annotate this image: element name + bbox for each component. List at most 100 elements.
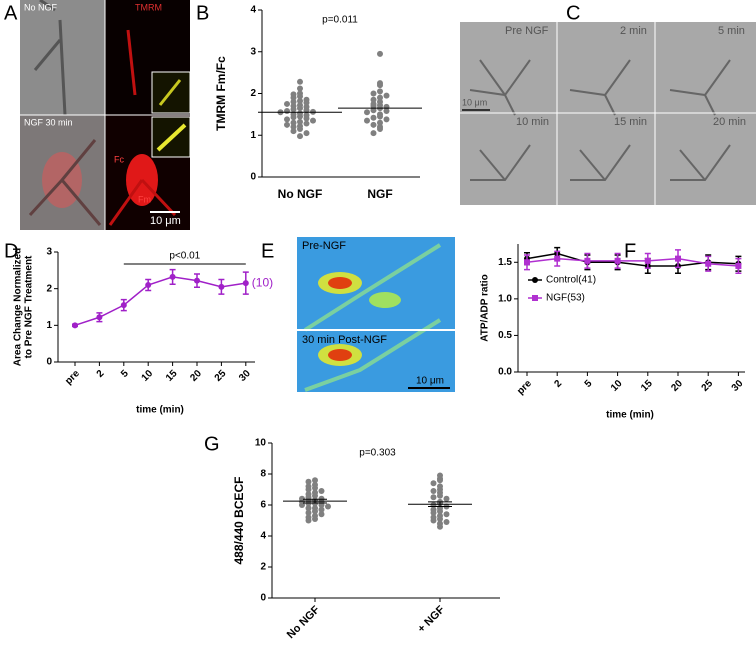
data-point — [310, 117, 316, 124]
image-label: Pre-NGF — [302, 240, 346, 252]
data-point — [430, 494, 437, 501]
y-tick-label: 4 — [260, 531, 266, 542]
data-point — [303, 99, 310, 106]
marker — [120, 302, 127, 309]
data-point — [290, 94, 297, 101]
x-tick-label: 2 — [95, 368, 107, 380]
data-point — [364, 117, 370, 124]
data-point — [377, 94, 383, 101]
data-point — [297, 125, 303, 132]
x-tick-label: 30 — [237, 368, 253, 384]
data-point — [430, 488, 437, 495]
x-tick-label: 10 — [609, 378, 625, 394]
annotation: p<0.01 — [169, 251, 200, 262]
data-point — [305, 486, 312, 493]
marker — [644, 257, 651, 264]
scale-label: 10 μm — [462, 97, 487, 107]
frame-label: 20 min — [713, 116, 746, 128]
data-point — [318, 511, 325, 518]
cell — [304, 318, 442, 392]
image-label: NGF 30 min — [24, 117, 73, 127]
data-point — [437, 515, 443, 522]
panel-letter: A — [4, 2, 18, 24]
y-tick-label: 0.5 — [498, 330, 512, 341]
data-point — [305, 517, 312, 524]
cell — [126, 29, 137, 96]
x-tick-label: No NGF — [285, 604, 323, 642]
y-tick-label: 1.0 — [498, 293, 512, 304]
data-point — [377, 88, 383, 95]
line — [74, 276, 246, 327]
y-axis-label: to Pre NGF Treatment — [24, 255, 35, 358]
panel-letter: E — [261, 240, 274, 262]
data-point — [305, 478, 312, 485]
legend-marker — [532, 277, 538, 283]
data-point — [443, 511, 450, 518]
data-point — [284, 100, 290, 107]
panel-e-images — [297, 237, 455, 392]
marker — [554, 255, 561, 262]
marker — [194, 277, 200, 284]
marker — [524, 259, 530, 266]
y-axis-label: ATP/ADP ratio — [480, 274, 491, 341]
x-tick-label: 2 — [552, 378, 564, 390]
data-point — [297, 118, 303, 125]
annotation: p=0.303 — [359, 448, 396, 459]
data-point — [297, 133, 303, 140]
cell — [158, 79, 182, 106]
panel-letter: F — [624, 240, 636, 262]
cell — [369, 292, 401, 308]
data-point — [370, 90, 377, 97]
y-tick-label: 2 — [46, 283, 52, 294]
data-point — [437, 477, 443, 484]
cells — [469, 59, 731, 181]
data-point — [305, 509, 312, 516]
data-point — [297, 93, 303, 100]
data-point — [303, 130, 310, 137]
x-tick-label: 15 — [639, 378, 655, 394]
data-point — [377, 50, 383, 57]
x-tick-label: pre — [63, 368, 82, 387]
frame-label: 5 min — [718, 25, 745, 37]
y-tick-label: 1.5 — [498, 257, 512, 268]
marker — [675, 255, 681, 262]
marker — [218, 283, 225, 290]
x-tick-label: 15 — [164, 368, 180, 384]
scale-label: 10 μm — [416, 376, 444, 387]
marker — [584, 257, 591, 264]
cell — [328, 277, 352, 289]
n-label: (10) — [252, 275, 273, 289]
line — [526, 257, 739, 267]
frame-label: 2 min — [620, 25, 647, 37]
y-tick-label: 3 — [250, 46, 256, 57]
legend-marker — [532, 295, 538, 301]
x-tick-label: 25 — [700, 378, 716, 394]
data-point — [318, 502, 325, 508]
y-tick-label: 8 — [260, 469, 266, 480]
data-point — [437, 523, 443, 530]
data-point — [312, 492, 318, 499]
data-point — [377, 125, 383, 132]
data-point — [370, 114, 377, 121]
x-tick-label: 5 — [583, 378, 595, 390]
data-point — [284, 121, 290, 128]
legend-label: Control(41) — [546, 275, 596, 286]
marker — [614, 257, 621, 264]
data-point — [297, 78, 303, 85]
cell — [108, 178, 177, 226]
data-point — [312, 477, 318, 484]
data-point — [370, 130, 377, 137]
data-point — [377, 113, 383, 120]
panel-letter: B — [196, 2, 209, 24]
cell — [303, 243, 442, 332]
y-tick-label: 0 — [46, 357, 52, 368]
x-tick-label: 25 — [213, 368, 229, 384]
sem-bar — [428, 501, 452, 508]
data-point — [303, 115, 310, 122]
data-point — [297, 105, 303, 112]
y-tick-label: 1 — [46, 320, 52, 331]
y-tick-label: 2 — [250, 88, 256, 99]
x-axis-label: time (min) — [136, 405, 184, 416]
y-axis-label: 488/440 BCECF — [232, 476, 246, 564]
cell — [33, 0, 67, 116]
